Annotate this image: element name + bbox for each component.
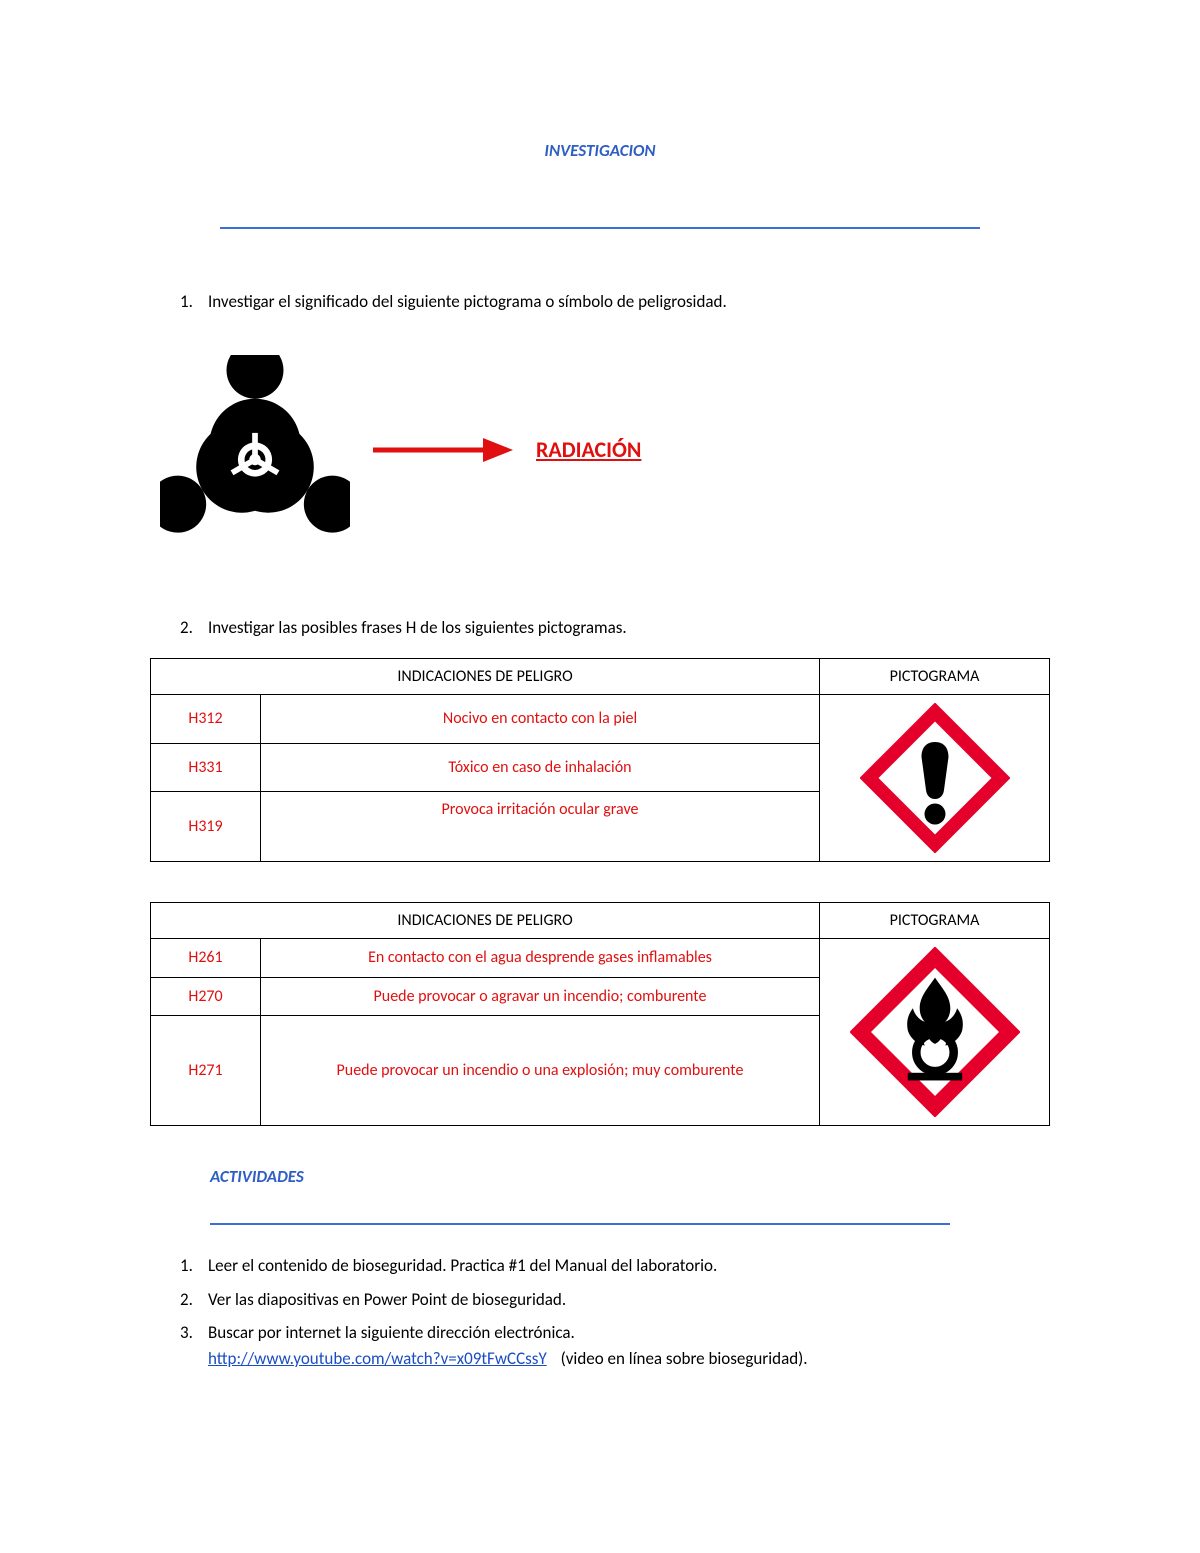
hazard-code: H312 [151, 695, 261, 744]
header-pictograma: PICTOGRAMA [820, 903, 1050, 939]
section-title: INVESTIGACION [544, 140, 655, 161]
section-title: ACTIVIDADES [210, 1166, 304, 1187]
hazard-code: H331 [151, 743, 261, 792]
list-item: 3. Buscar por internet la siguiente dire… [180, 1320, 1050, 1371]
question-list: 1. Investigar el significado del siguien… [150, 289, 1050, 315]
list-item: 2. Ver las diapositivas en Power Point d… [180, 1287, 1050, 1313]
hazard-desc: Nocivo en contacto con la piel [261, 695, 820, 744]
hazard-desc: Puede provocar o agravar un incendio; co… [261, 977, 820, 1016]
ghs-exclamation-icon [860, 703, 1010, 853]
question-list-2: 2. Investigar las posibles frases H de l… [150, 615, 1050, 641]
hazard-code: H270 [151, 977, 261, 1016]
list-text: Ver las diapositivas en Power Point de b… [208, 1287, 566, 1313]
biohazard-row: RADIACIÓN [160, 355, 1050, 545]
section-header-actividades: ACTIVIDADES [150, 1166, 1050, 1193]
link-caption: (video en línea sobre bioseguridad). [561, 1348, 808, 1369]
table-row: H312 Nocivo en contacto con la piel [151, 695, 1050, 744]
header-indicaciones: INDICACIONES DE PELIGRO [151, 903, 820, 939]
hazard-desc: Provoca irritación ocular grave [261, 792, 820, 862]
hazard-code: H319 [151, 792, 261, 862]
divider [210, 1223, 950, 1225]
question-text: Investigar las posibles frases H de los … [208, 615, 627, 641]
biohazard-icon [160, 355, 350, 545]
question-1: 1. Investigar el significado del siguien… [180, 289, 1050, 315]
table-header-row: INDICACIONES DE PELIGRO PICTOGRAMA [151, 903, 1050, 939]
list-number: 1. [180, 289, 208, 315]
table-row: H261 En contacto con el agua desprende g… [151, 939, 1050, 978]
hazard-code: H261 [151, 939, 261, 978]
pictogram-cell [820, 695, 1050, 862]
hazard-desc: Tóxico en caso de inhalación [261, 743, 820, 792]
hazard-desc: En contacto con el agua desprende gases … [261, 939, 820, 978]
header-pictograma: PICTOGRAMA [820, 659, 1050, 695]
list-text: Leer el contenido de bioseguridad. Pract… [208, 1253, 717, 1279]
hazard-desc: Puede provocar un incendio o una explosi… [261, 1016, 820, 1126]
list-number: 2. [180, 615, 208, 641]
question-text: Investigar el significado del siguiente … [208, 289, 727, 315]
hazard-code: H271 [151, 1016, 261, 1126]
header-indicaciones: INDICACIONES DE PELIGRO [151, 659, 820, 695]
ghs-flame-over-circle-icon [850, 947, 1020, 1117]
youtube-link[interactable]: http://www.youtube.com/watch?v=x09tFwCCs… [208, 1348, 547, 1369]
list-number: 1. [180, 1253, 208, 1279]
actividades-list: 1. Leer el contenido de bioseguridad. Pr… [150, 1253, 1050, 1371]
arrow-right-icon [368, 430, 518, 470]
list-item: 1. Leer el contenido de bioseguridad. Pr… [180, 1253, 1050, 1279]
table-header-row: INDICACIONES DE PELIGRO PICTOGRAMA [151, 659, 1050, 695]
list-number: 2. [180, 1287, 208, 1313]
hazard-table-2: INDICACIONES DE PELIGRO PICTOGRAMA H261 … [150, 902, 1050, 1126]
biohazard-label: RADIACIÓN [536, 436, 641, 463]
list-number: 3. [180, 1320, 208, 1371]
pictogram-cell [820, 939, 1050, 1126]
hazard-table-1: INDICACIONES DE PELIGRO PICTOGRAMA H312 … [150, 658, 1050, 862]
question-2: 2. Investigar las posibles frases H de l… [180, 615, 1050, 641]
section-header-investigacion: INVESTIGACION [150, 140, 1050, 167]
list-text: Buscar por internet la siguiente direcci… [208, 1322, 575, 1343]
